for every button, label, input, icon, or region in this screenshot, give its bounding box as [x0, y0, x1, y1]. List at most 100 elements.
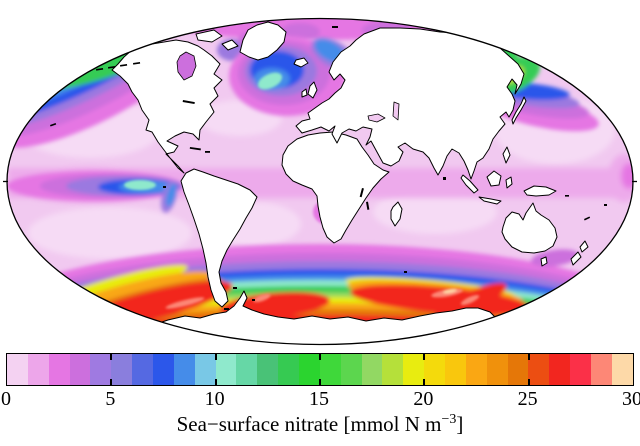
aleutian-dash-1 — [96, 68, 104, 71]
hispaniola-speck — [205, 151, 210, 153]
continent-south-america — [180, 168, 258, 308]
aleutian-dash-4 — [133, 62, 141, 65]
gyre-south-pacific — [28, 207, 192, 259]
african-lake-speck-1 — [359, 187, 364, 198]
world-map — [3, 17, 637, 346]
island-iceland — [293, 57, 309, 68]
gyre-indian — [373, 190, 497, 234]
island-japan — [511, 96, 527, 125]
colorbar-cell-25 — [528, 354, 550, 385]
caspian-sea — [392, 101, 400, 121]
natl-cyan-core — [257, 72, 283, 90]
colorbar-cell-7 — [153, 354, 174, 385]
colorbar-tick-labels: 0 5 10 15 20 25 30 — [0, 388, 640, 412]
colorbar-cell-24 — [507, 354, 529, 385]
colorbar-tick-25-top — [527, 354, 530, 360]
colorbar-cell-17 — [361, 354, 383, 385]
colorbar-tick-10-top — [214, 354, 217, 360]
colorbar-cell-20 — [424, 354, 446, 385]
colorbar-title-bracket: ] — [456, 412, 464, 436]
southern-ocean-maxima — [165, 288, 480, 309]
colorbar-title-text: Sea−surface nitrate [mmol N m — [176, 412, 442, 436]
colorbar-cell-16 — [340, 354, 362, 385]
colorbar-cell-4 — [90, 354, 112, 385]
colorbar-cell-13 — [278, 354, 300, 385]
island-borneo — [486, 170, 502, 187]
colorbar-tick-10-bottom — [214, 379, 217, 385]
colorbar-cell-2 — [48, 354, 70, 385]
so-peach-streak — [443, 288, 457, 294]
aleutian-dash-3 — [120, 64, 128, 67]
continent-north-america — [111, 39, 223, 174]
colorbar-tick-25-bottom — [527, 379, 530, 385]
island-philippines — [502, 146, 511, 164]
continent-australia — [501, 202, 558, 254]
colorbar-cell-15 — [319, 354, 341, 385]
colorbar-cell-3 — [69, 354, 91, 385]
colorbar-tick-5-bottom — [110, 379, 113, 385]
solomon-speck — [565, 195, 569, 197]
continent-eurasia — [295, 27, 525, 180]
colorbar-tick-label-0: 0 — [1, 388, 11, 410]
continent-greenland — [239, 21, 287, 61]
colorbar-cell-27 — [570, 354, 592, 385]
island-madagascar — [390, 201, 403, 227]
island-new-zealand-south — [570, 251, 582, 266]
fiji-speck — [604, 204, 607, 206]
island-sulawesi — [505, 176, 513, 189]
cuba-speck — [189, 146, 201, 151]
new-caledonia-speck — [584, 216, 591, 221]
colorbar-tick-15-bottom — [319, 379, 321, 385]
colorbar-tick-label-25: 25 — [517, 388, 538, 410]
peru-coast-blue — [166, 183, 176, 207]
island-arctic-archipelago-1 — [195, 29, 223, 43]
so-salmon-streak-2 — [165, 297, 205, 309]
colorbar-tick-label-5: 5 — [105, 388, 116, 410]
great-lakes-speck — [182, 99, 195, 105]
svalbard-speck — [332, 26, 338, 28]
island-arctic-archipelago-2 — [221, 39, 239, 51]
colorbar-title: Sea−surface nitrate [mmol N m−3] — [0, 412, 640, 437]
hawaii-speck — [49, 122, 57, 127]
colorbar-cell-29 — [611, 354, 633, 385]
eqpac-cyan-core — [124, 180, 156, 190]
colorbar-tick-label-10: 10 — [204, 388, 225, 410]
colorbar-cell-21 — [445, 354, 466, 385]
colorbar-cell-6 — [132, 354, 154, 385]
colorbar-tick-label-30: 30 — [622, 388, 640, 410]
island-new-zealand-north — [579, 240, 589, 253]
african-lake-speck-2 — [366, 201, 370, 210]
so-salmon-streak-4 — [460, 294, 480, 306]
colorbar-cell-18 — [382, 354, 404, 385]
colorbar-cell-5 — [111, 354, 133, 385]
equatorial-pacific-tongue — [7, 171, 184, 213]
colorbar-cell-11 — [236, 354, 258, 385]
colorbar-cell-9 — [194, 354, 216, 385]
aleutian-dash-2 — [108, 66, 116, 69]
sri-lanka-speck — [443, 177, 446, 180]
colorbar-cell-14 — [299, 354, 320, 385]
colorbar-tick-label-20: 20 — [413, 388, 434, 410]
island-tasmania — [540, 256, 548, 267]
colorbar-cell-19 — [403, 354, 425, 385]
falklands-speck — [233, 287, 237, 289]
colorbar-cell-0 — [7, 354, 28, 385]
so-salmon-streak-1 — [253, 293, 271, 303]
colorbar-cell-22 — [465, 354, 487, 385]
island-sumatra — [460, 174, 479, 194]
colorbar-cell-28 — [591, 354, 612, 385]
island-britain — [307, 81, 318, 99]
colorbar-cell-12 — [257, 354, 279, 385]
island-java — [478, 196, 502, 205]
island-specks — [49, 26, 607, 310]
island-new-guinea — [523, 185, 557, 197]
tierra-del-fuego-speck — [224, 308, 229, 310]
continent-africa — [281, 131, 390, 244]
colorbar-cell-8 — [173, 354, 195, 385]
black-sea — [367, 113, 386, 123]
colorbar-tick-20-top — [423, 354, 426, 360]
hudson-bay — [176, 51, 197, 81]
colorbar-cell-10 — [215, 354, 237, 385]
colorbar-title-exponent: −3 — [441, 412, 457, 427]
